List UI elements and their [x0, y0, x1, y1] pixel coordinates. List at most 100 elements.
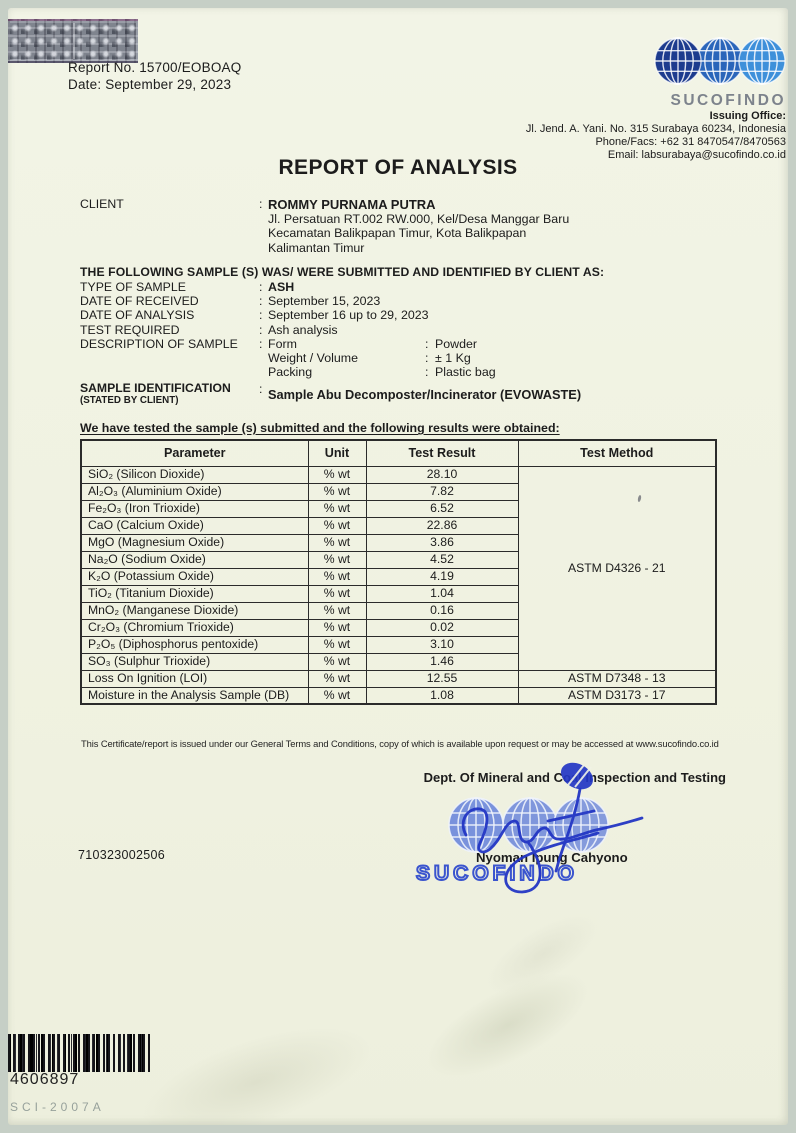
scan-stain [128, 1004, 384, 1125]
parameter-cell: Moisture in the Analysis Sample (DB) [80, 686, 309, 705]
info-colon: : [259, 294, 263, 309]
unit-cell: % wt [307, 482, 367, 501]
unit-cell: % wt [307, 669, 367, 688]
report-number: Report No. 15700/EOBOAQ [68, 60, 242, 75]
description-row: Weight / Volume : ± 1 Kg [268, 351, 720, 365]
info-label: TYPE OF SAMPLE [80, 280, 186, 294]
info-colon: : [259, 280, 263, 294]
results-table: Parameter Unit Test Result Test Method S… [80, 439, 717, 705]
result-cell: 0.02 [365, 618, 519, 637]
result-row: P₂O₅ (Diphosphorus pentoxide) % wt 3.10 [80, 635, 716, 654]
identification-colon: : [259, 382, 263, 396]
results-intro-line: We have tested the sample (s) submitted … [80, 421, 560, 435]
unit-cell: % wt [307, 618, 367, 637]
column-unit: Unit [307, 439, 367, 467]
parameter-cell: SO₃ (Sulphur Trioxide) [80, 652, 309, 671]
identification-label: SAMPLE IDENTIFICATION [80, 381, 231, 395]
result-cell: 22.86 [365, 516, 519, 535]
issuer-address: Jl. Jend. A. Yani. No. 315 Surabaya 6023… [525, 123, 786, 135]
description-row-value: ± 1 Kg [435, 351, 471, 366]
terms-line: This Certificate/report is issued under … [81, 738, 719, 749]
description-row-colon: : [425, 337, 429, 351]
report-date: Date: September 29, 2023 [68, 77, 232, 92]
parameter-cell: Cr₂O₃ (Chromium Trioxide) [80, 618, 309, 637]
client-details: ROMMY PURNAMA PUTRA Jl. Persatuan RT.002… [268, 197, 720, 255]
parameter-cell: CaO (Calcium Oxide) [80, 516, 309, 535]
description-rows: Form : Powder Weight / Volume : ± 1 Kg P… [268, 337, 720, 380]
certificate-number: 710323002506 [78, 848, 166, 862]
result-cell: 1.08 [365, 686, 519, 705]
client-address-line: Kalimantan Timur [268, 240, 365, 255]
result-cell: 1.46 [365, 652, 519, 671]
parameter-cell: Fe₂O₃ (Iron Trioxide) [80, 499, 309, 518]
result-cell: 1.04 [365, 584, 519, 603]
security-ornament-stamp [8, 19, 138, 63]
identification-value: Sample Abu Decomposter/Incinerator (EVOW… [268, 387, 582, 402]
description-row-label: Form [268, 337, 297, 351]
sample-info-row: DATE OF ANALYSIS : September 16 up to 29… [80, 308, 720, 322]
parameter-cell: MgO (Magnesium Oxide) [80, 533, 309, 552]
parameter-cell: K₂O (Potassium Oxide) [80, 567, 309, 586]
info-colon: : [259, 322, 263, 337]
info-label: DATE OF RECEIVED [80, 294, 199, 309]
parameter-cell: TiO₂ (Titanium Dioxide) [80, 584, 309, 603]
method-cell: ASTM D3173 - 17 [517, 686, 717, 705]
result-cell: 3.10 [365, 635, 519, 654]
description-row: Form : Powder [268, 337, 720, 351]
parameter-cell: SiO₂ (Silicon Dioxide) [80, 465, 309, 484]
parameter-cell: P₂O₅ (Diphosphorus pentoxide) [80, 635, 309, 654]
result-row: MgO (Magnesium Oxide) % wt 3.86 [80, 533, 716, 552]
identification-sublabel: (STATED BY CLIENT) [80, 395, 179, 406]
description-row: Packing : Plastic bag [268, 365, 720, 379]
brand-wordmark: SUCOFINDO [670, 92, 786, 109]
sample-info-rows: TYPE OF SAMPLE : ASH DATE OF RECEIVED : … [80, 280, 720, 337]
method-cell: ASTM D7348 - 13 [517, 669, 717, 688]
unit-cell: % wt [307, 601, 367, 620]
info-value: ASH [268, 280, 295, 294]
document-page: Report No. 15700/EOBOAQ Date: September … [8, 8, 788, 1125]
result-cell: 6.52 [365, 499, 519, 518]
description-row-colon: : [425, 351, 429, 366]
result-row: K₂O (Potassium Oxide) % wt 4.19 [80, 567, 716, 586]
parameter-cell: Loss On Ignition (LOI) [80, 669, 309, 688]
result-cell: 12.55 [365, 669, 519, 688]
sample-info-row: DATE OF RECEIVED : September 15, 2023 [80, 294, 720, 308]
info-colon: : [259, 308, 263, 323]
unit-cell: % wt [307, 516, 367, 535]
client-address-line: Kecamatan Balikpapan Timur, Kota Balikpa… [268, 226, 527, 241]
signature-ink-icon [461, 762, 644, 894]
result-cell: 4.52 [365, 550, 519, 569]
description-row-colon: : [425, 365, 429, 380]
unit-cell: % wt [307, 635, 367, 654]
sample-intro-line: THE FOLLOWING SAMPLE (S) WAS/ WERE SUBMI… [80, 265, 605, 279]
client-colon: : [259, 197, 263, 211]
description-row-value: Powder [435, 337, 478, 351]
scan-stain [474, 897, 612, 1011]
unit-cell: % wt [307, 465, 367, 484]
sample-identification-section: SAMPLE IDENTIFICATION (STATED BY CLIENT)… [80, 381, 740, 407]
form-code: SCI-2007A [10, 1100, 105, 1114]
result-row: Loss On Ignition (LOI) % wt 12.55 ASTM D… [80, 669, 717, 688]
unit-cell: % wt [307, 686, 367, 705]
column-test-result: Test Result [365, 439, 519, 467]
description-row-label: Weight / Volume [268, 351, 358, 366]
sample-info-row: TEST REQUIRED : Ash analysis [80, 323, 720, 337]
result-cell: 28.10 [365, 465, 519, 484]
client-name: ROMMY PURNAMA PUTRA [268, 197, 436, 212]
result-cell: 0.16 [365, 601, 519, 620]
result-cell: 3.86 [365, 533, 519, 552]
description-row-label: Packing [268, 365, 313, 380]
info-value: September 15, 2023 [268, 294, 381, 309]
result-row: Fe₂O₃ (Iron Trioxide) % wt 6.52 [80, 499, 716, 518]
result-cell: 7.82 [365, 482, 519, 501]
barcode-number: 4606897 [10, 1071, 80, 1088]
client-address: Jl. Persatuan RT.002 RW.000, Kel/Desa Ma… [268, 212, 720, 255]
client-address-line: Jl. Persatuan RT.002 RW.000, Kel/Desa Ma… [268, 212, 570, 226]
description-colon: : [259, 337, 263, 351]
info-label: TEST REQUIRED [80, 322, 180, 337]
stamp-brand-text: SUCOFINDO [415, 861, 578, 886]
unit-cell: % wt [307, 567, 367, 586]
result-row: SiO₂ (Silicon Dioxide) % wt 28.10 ASTM D… [80, 465, 717, 671]
column-parameter: Parameter [80, 439, 309, 467]
